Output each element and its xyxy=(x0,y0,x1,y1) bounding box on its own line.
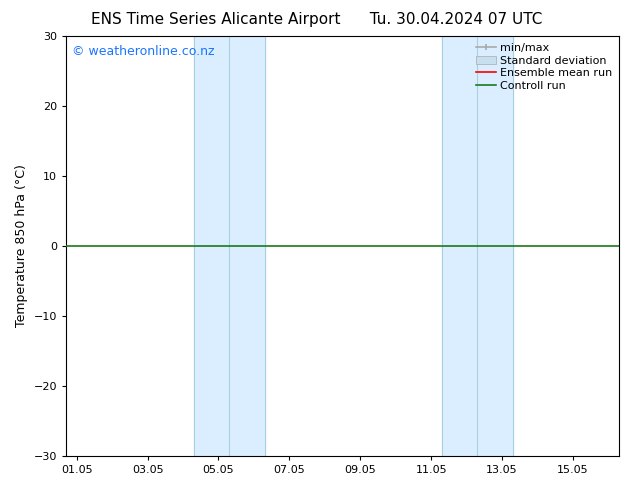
Bar xyxy=(442,36,513,456)
Bar xyxy=(193,36,264,456)
Text: ENS Time Series Alicante Airport      Tu. 30.04.2024 07 UTC: ENS Time Series Alicante Airport Tu. 30.… xyxy=(91,12,543,27)
Legend: min/max, Standard deviation, Ensemble mean run, Controll run: min/max, Standard deviation, Ensemble me… xyxy=(472,40,616,95)
Y-axis label: Temperature 850 hPa (°C): Temperature 850 hPa (°C) xyxy=(15,165,28,327)
Text: © weatheronline.co.nz: © weatheronline.co.nz xyxy=(72,45,214,57)
